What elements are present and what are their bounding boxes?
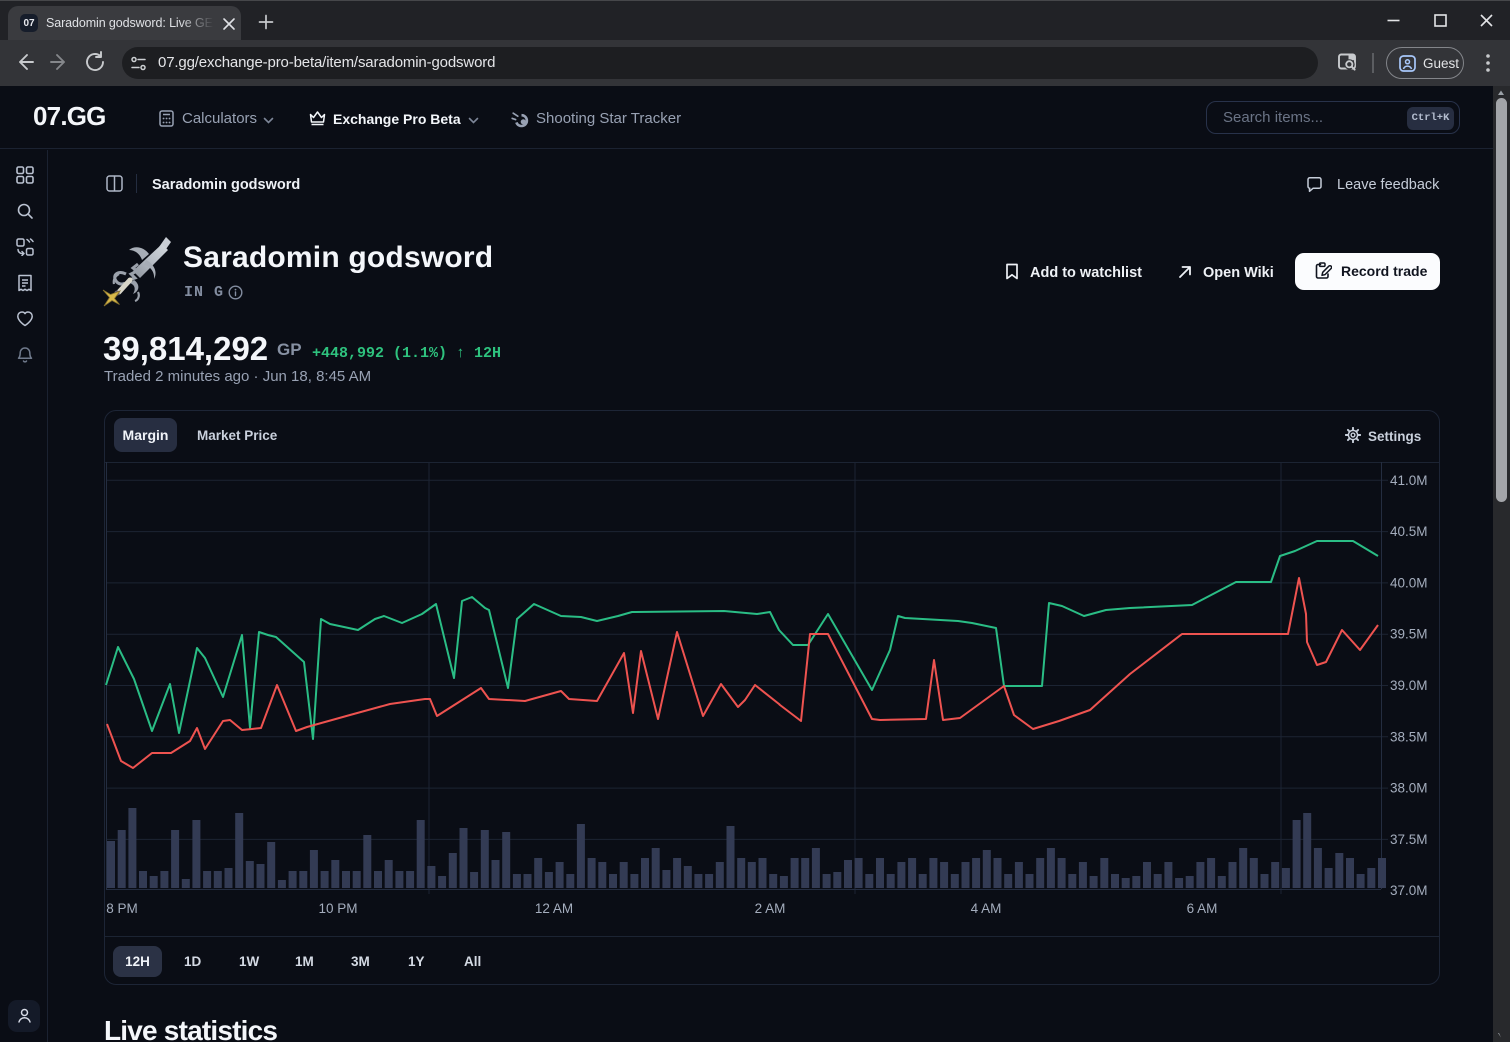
svg-text:39.0M: 39.0M — [1390, 678, 1428, 693]
svg-text:8 PM: 8 PM — [106, 901, 138, 916]
svg-text:12 AM: 12 AM — [535, 901, 573, 916]
svg-text:38.0M: 38.0M — [1390, 781, 1428, 796]
svg-text:40.5M: 40.5M — [1390, 524, 1428, 539]
svg-text:10 PM: 10 PM — [318, 901, 357, 916]
svg-text:6 AM: 6 AM — [1187, 901, 1218, 916]
svg-text:41.0M: 41.0M — [1390, 473, 1428, 488]
svg-text:37.0M: 37.0M — [1390, 883, 1428, 898]
svg-text:38.5M: 38.5M — [1390, 729, 1428, 744]
svg-text:4 AM: 4 AM — [971, 901, 1002, 916]
svg-text:39.5M: 39.5M — [1390, 627, 1428, 642]
svg-text:40.0M: 40.0M — [1390, 575, 1428, 590]
svg-text:37.5M: 37.5M — [1390, 832, 1428, 847]
svg-text:2 AM: 2 AM — [755, 901, 786, 916]
